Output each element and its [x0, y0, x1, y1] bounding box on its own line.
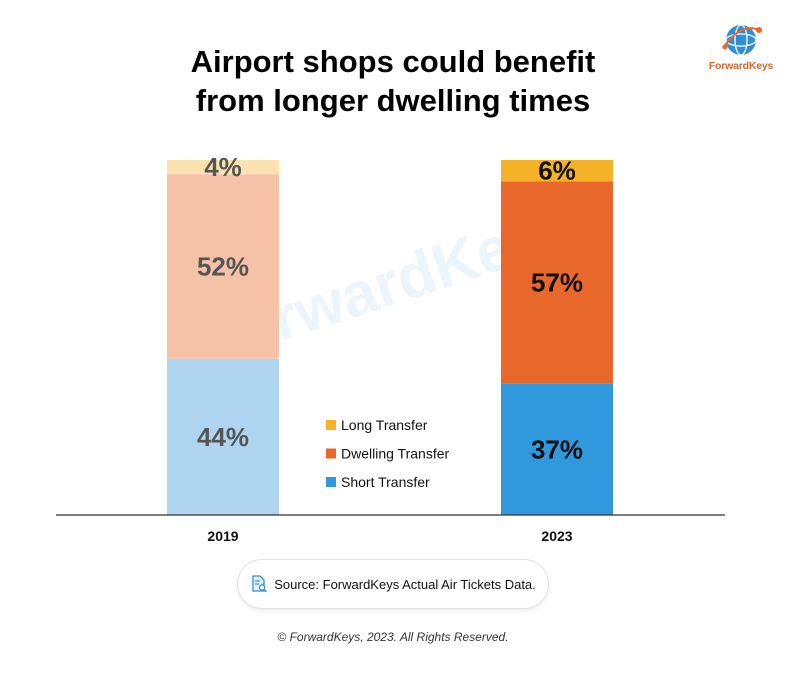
data-label-2023-dwelling-transfer: 57% [531, 267, 583, 297]
title-line-1: Airport shops could benefit [190, 44, 596, 79]
data-label-2023-long-transfer: 6% [538, 156, 576, 186]
source-text: Source: ForwardKeys Actual Air Tickets D… [274, 576, 536, 592]
bar-2023-short-transfer [501, 383, 613, 515]
legend-swatch-long-transfer [326, 420, 336, 430]
forwardkeys-logo: ForwardKeys [701, 18, 781, 78]
legend-label-dwelling-transfer: Dwelling Transfer [341, 446, 449, 462]
chart-title: Airport shops could benefit from longer … [0, 42, 786, 120]
x-tick-label-2023: 2023 [541, 528, 572, 544]
data-label-2023-short-transfer: 37% [531, 434, 583, 464]
bar-2019-dwelling-transfer [167, 174, 279, 359]
data-label-2019-dwelling-transfer: 52% [197, 252, 249, 282]
bar-2023-long-transfer [501, 160, 613, 182]
bar-2019-short-transfer [167, 358, 279, 515]
legend-swatch-short-transfer [326, 477, 336, 487]
copyright: © ForwardKeys, 2023. All Rights Reserved… [277, 630, 509, 644]
bar-2023-dwelling-transfer [501, 181, 613, 384]
title-line-2: from longer dwelling times [195, 83, 591, 118]
data-label-2019-long-transfer: 4% [204, 152, 242, 182]
document-search-icon [252, 575, 268, 593]
source-note: Source: ForwardKeys Actual Air Tickets D… [238, 560, 548, 608]
legend-label-long-transfer: Long Transfer [341, 417, 428, 433]
bar-2019-long-transfer [167, 160, 279, 175]
legend-swatch-dwelling-transfer [326, 448, 336, 459]
x-tick-label-2019: 2019 [207, 528, 238, 544]
logo-text: ForwardKeys [708, 60, 774, 72]
globe-icon [722, 24, 762, 56]
data-label-2019-short-transfer: 44% [197, 422, 249, 452]
legend-label-short-transfer: Short Transfer [341, 474, 430, 490]
